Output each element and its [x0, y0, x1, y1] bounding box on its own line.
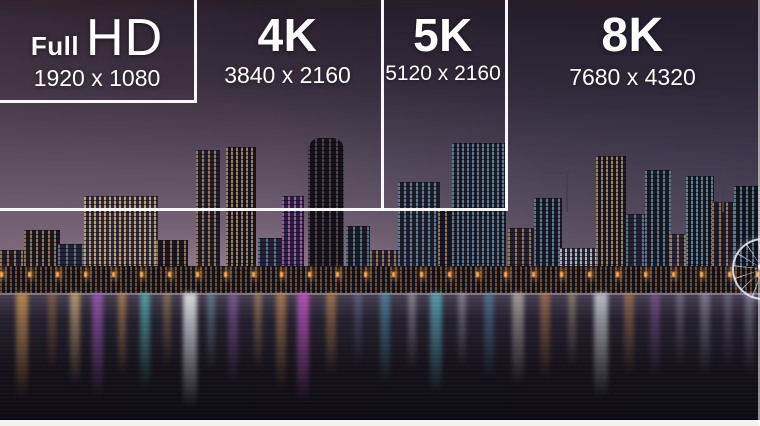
- light-reflection-streak: [512, 293, 524, 393]
- full-hd-prefix: Full: [30, 31, 80, 61]
- light-reflection-streak: [676, 293, 684, 373]
- light-reflection-streak: [624, 293, 634, 383]
- light-reflection-streak: [207, 293, 215, 378]
- frame-bottom-strip: [0, 420, 760, 426]
- crane-arm: [696, 166, 726, 168]
- label-8k: 8K 7680 x 4320: [505, 9, 760, 90]
- light-reflection-streak: [568, 293, 576, 373]
- light-reflection-streak: [354, 293, 362, 373]
- label-full-hd: Full HD 1920 x 1080: [0, 12, 194, 91]
- light-reflection-streak: [484, 293, 494, 388]
- light-reflection-streak: [326, 293, 336, 383]
- label-5k: 5K 5120 x 2160: [381, 10, 505, 86]
- crane-arm: [544, 172, 570, 174]
- light-reflection-streak: [183, 293, 197, 418]
- light-reflection-streak: [70, 293, 80, 393]
- construction-crane: [566, 172, 568, 212]
- light-reflection-streak: [92, 293, 103, 408]
- light-reflection-streak: [140, 293, 150, 398]
- 8k-name: 8K: [601, 9, 664, 62]
- water-ripples: [0, 293, 760, 421]
- light-reflection-streak: [540, 293, 550, 388]
- light-reflection-streak: [700, 293, 710, 383]
- light-reflection-streak: [16, 293, 28, 408]
- 5k-resolution-text: 5120 x 2160: [385, 61, 501, 85]
- light-reflection-streak: [254, 293, 262, 378]
- light-reflection-streak: [163, 293, 171, 373]
- light-reflection-streak: [48, 293, 56, 378]
- light-reflection-streak: [228, 293, 238, 393]
- light-reflection-streak: [594, 293, 608, 408]
- frame-right-edge: [758, 0, 760, 426]
- 4k-name: 4K: [257, 9, 318, 61]
- 5k-resolution-outline: [0, 0, 508, 211]
- light-reflection-streak: [458, 293, 466, 373]
- light-reflection-streak: [745, 293, 754, 383]
- full-hd-resolution-text: 1920 x 1080: [33, 65, 161, 91]
- full-hd-title: Full HD: [0, 12, 194, 64]
- light-reflection-streak: [276, 293, 286, 398]
- 5k-name: 5K: [413, 9, 473, 61]
- light-reflection-streak: [430, 293, 442, 403]
- light-reflection-streak: [380, 293, 390, 393]
- shoreline-lamps: [0, 272, 760, 277]
- full-hd-name: HD: [86, 9, 164, 67]
- label-4k: 4K 3840 x 2160: [194, 10, 381, 88]
- construction-crane: [722, 166, 724, 212]
- 4k-resolution-divider: [381, 0, 384, 211]
- full-hd-resolution-outline: [0, 0, 197, 103]
- light-reflection-streak: [650, 293, 660, 388]
- 8k-resolution-text: 7680 x 4320: [569, 63, 696, 90]
- 4k-resolution-text: 3840 x 2160: [224, 61, 351, 88]
- light-reflection-streak: [724, 293, 732, 373]
- light-reflection-streak: [297, 293, 309, 413]
- light-reflection-streak: [408, 293, 416, 378]
- building: [0, 266, 760, 294]
- light-reflection-streak: [118, 293, 126, 383]
